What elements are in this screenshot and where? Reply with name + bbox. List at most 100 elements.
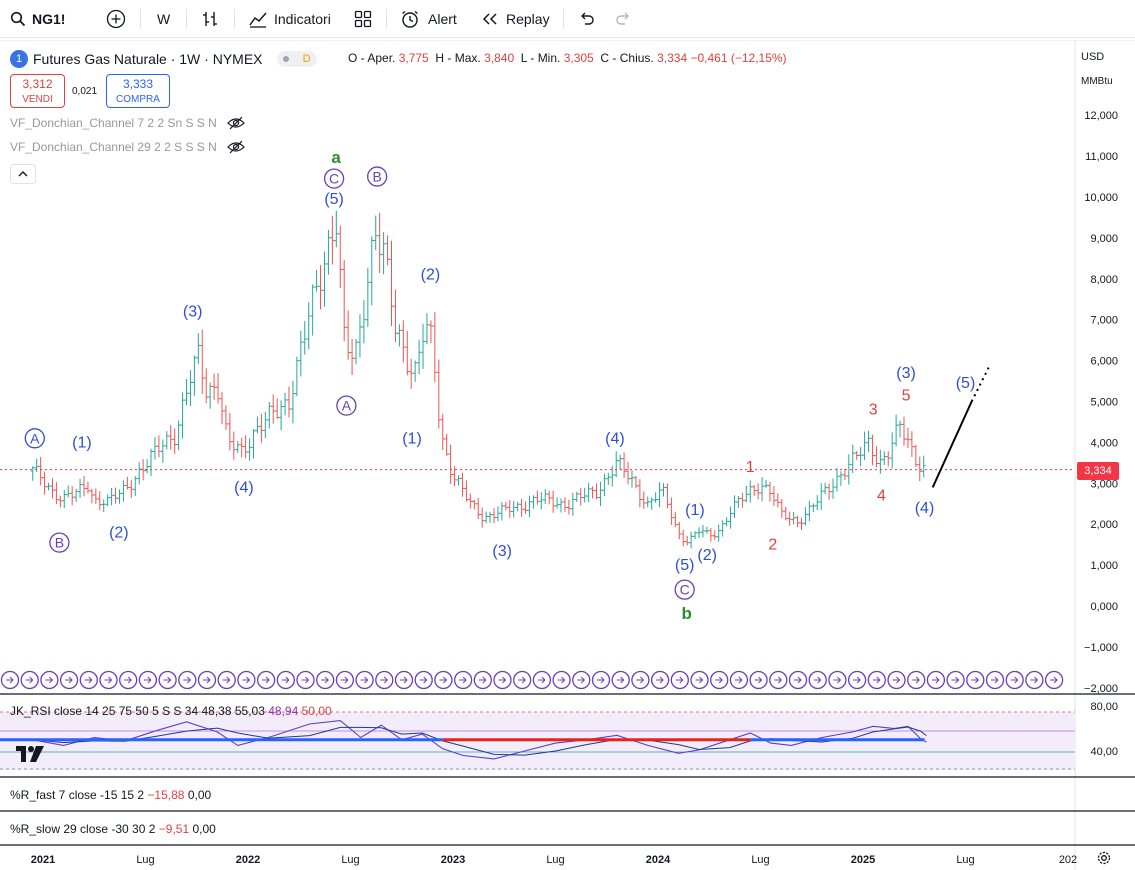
candle [693,531,698,540]
alert-button[interactable]: Alert [400,0,457,38]
candle [633,475,638,489]
wr-fast-legend[interactable]: %R_fast 7 close -15 15 2 −15,88 0,00 [10,788,211,802]
wave-label: (2) [109,524,129,541]
signal-circle [316,670,335,690]
candle [736,495,741,508]
wave-label-text: C [329,171,339,187]
candle [854,451,859,460]
wave-label: (3) [492,543,512,560]
wave-label: (5) [324,191,344,208]
undo-button[interactable] [577,0,595,38]
delay-badge[interactable]: D [276,51,317,67]
layouts-button[interactable] [354,0,372,38]
candle [152,437,157,460]
candle [342,259,347,342]
signal-circle [375,670,394,690]
signal-circle [828,670,847,690]
candle [259,413,264,443]
candle [50,478,55,499]
high-label: H - Max. [435,51,481,65]
candle [180,392,185,439]
indicators-button[interactable]: Indicatori [248,0,331,38]
candle [78,478,83,499]
wave-label: 4 [877,488,886,505]
candle [657,481,662,508]
candle [590,486,595,499]
indicator-donchian-7[interactable]: VF_Donchian_Channel 7 2 2 Sn S S N [10,116,245,130]
candle [231,431,236,460]
eye-off-icon[interactable] [226,140,245,154]
replay-button[interactable]: Replay [480,0,550,38]
rsi-legend[interactable]: JK_RSI close 14 25 75 50 5 S S 34 48,38 … [10,704,332,718]
time-tick-label: 2023 [441,854,465,866]
candle [815,495,820,511]
eye-off-icon[interactable] [226,116,245,130]
candle [598,481,603,507]
symbol-legend[interactable]: 1 Futures Gas Naturale · 1W · NYMEX D [10,49,317,69]
currency-selector[interactable]: USD [1081,51,1105,63]
candle [251,429,256,459]
price-tick-label: 11,000 [1085,151,1118,163]
symbol-title: Futures Gas Naturale · 1W · NYMEX [33,51,263,67]
signal-circle [335,670,355,690]
plus-circle-icon [106,9,126,29]
candle [294,356,299,397]
signal-circle [572,670,591,690]
candle [365,267,370,328]
candle [298,330,303,377]
candle [842,468,847,480]
candle [748,480,753,503]
interval-button[interactable]: W [157,0,170,38]
symbol-search-button[interactable]: NG1! [10,0,65,38]
buy-button[interactable]: 3,333 COMPRA [106,74,170,108]
candle [531,495,536,509]
signal-circle [1025,670,1044,690]
candle [645,496,650,508]
signal-circle [788,670,808,690]
toolbar-divider [386,9,387,29]
candle [338,225,343,288]
sell-button[interactable]: 3,312 VENDI [10,74,65,108]
signal-circle [256,670,276,690]
compare-button[interactable] [106,0,126,38]
candle [669,497,674,525]
replay-label: Replay [506,11,550,27]
chart-canvas[interactable]: 12,00011,00010,0009,0008,0007,0006,0005,… [0,40,1135,870]
open-value: 3,775 [398,51,429,65]
change-value: −0,461 (−12,15%) [690,51,787,65]
candle [428,320,433,344]
candle [357,314,362,358]
candle [858,446,863,467]
signal-circle [296,670,315,690]
candle [732,495,737,518]
unit-selector[interactable]: MMBtu [1081,76,1113,87]
candle [330,215,335,265]
candle [326,229,331,275]
candle [488,511,493,523]
signal-circle [40,670,59,690]
candle [712,530,717,541]
candle [720,520,725,537]
rsi-value-1: 48,38 [201,704,232,718]
symbol-name: NG1! [32,11,66,27]
candle [582,487,587,503]
candle [783,506,788,521]
candle [602,473,607,497]
indicator-donchian-29[interactable]: VF_Donchian_Channel 29 2 2 S S S N [10,140,245,154]
indicator-label: VF_Donchian_Channel 29 2 2 S S S N [10,140,217,154]
settings-gear-icon[interactable] [1096,850,1112,866]
wave-label: 3 [869,402,878,419]
signal-circle [394,670,414,690]
wr-slow-legend[interactable]: %R_slow 29 close -30 30 2 −9,51 0,00 [10,822,216,836]
candle [704,526,709,534]
signal-circle [119,670,138,690]
wave-label: (4) [915,500,935,517]
chart-type-button[interactable] [200,0,220,38]
candle [409,358,414,389]
candle [543,489,548,504]
signal-circle [710,670,729,690]
redo-button[interactable] [615,0,633,38]
candle [744,485,749,503]
collapse-legend-button[interactable] [10,164,36,184]
signal-circle [887,670,906,690]
